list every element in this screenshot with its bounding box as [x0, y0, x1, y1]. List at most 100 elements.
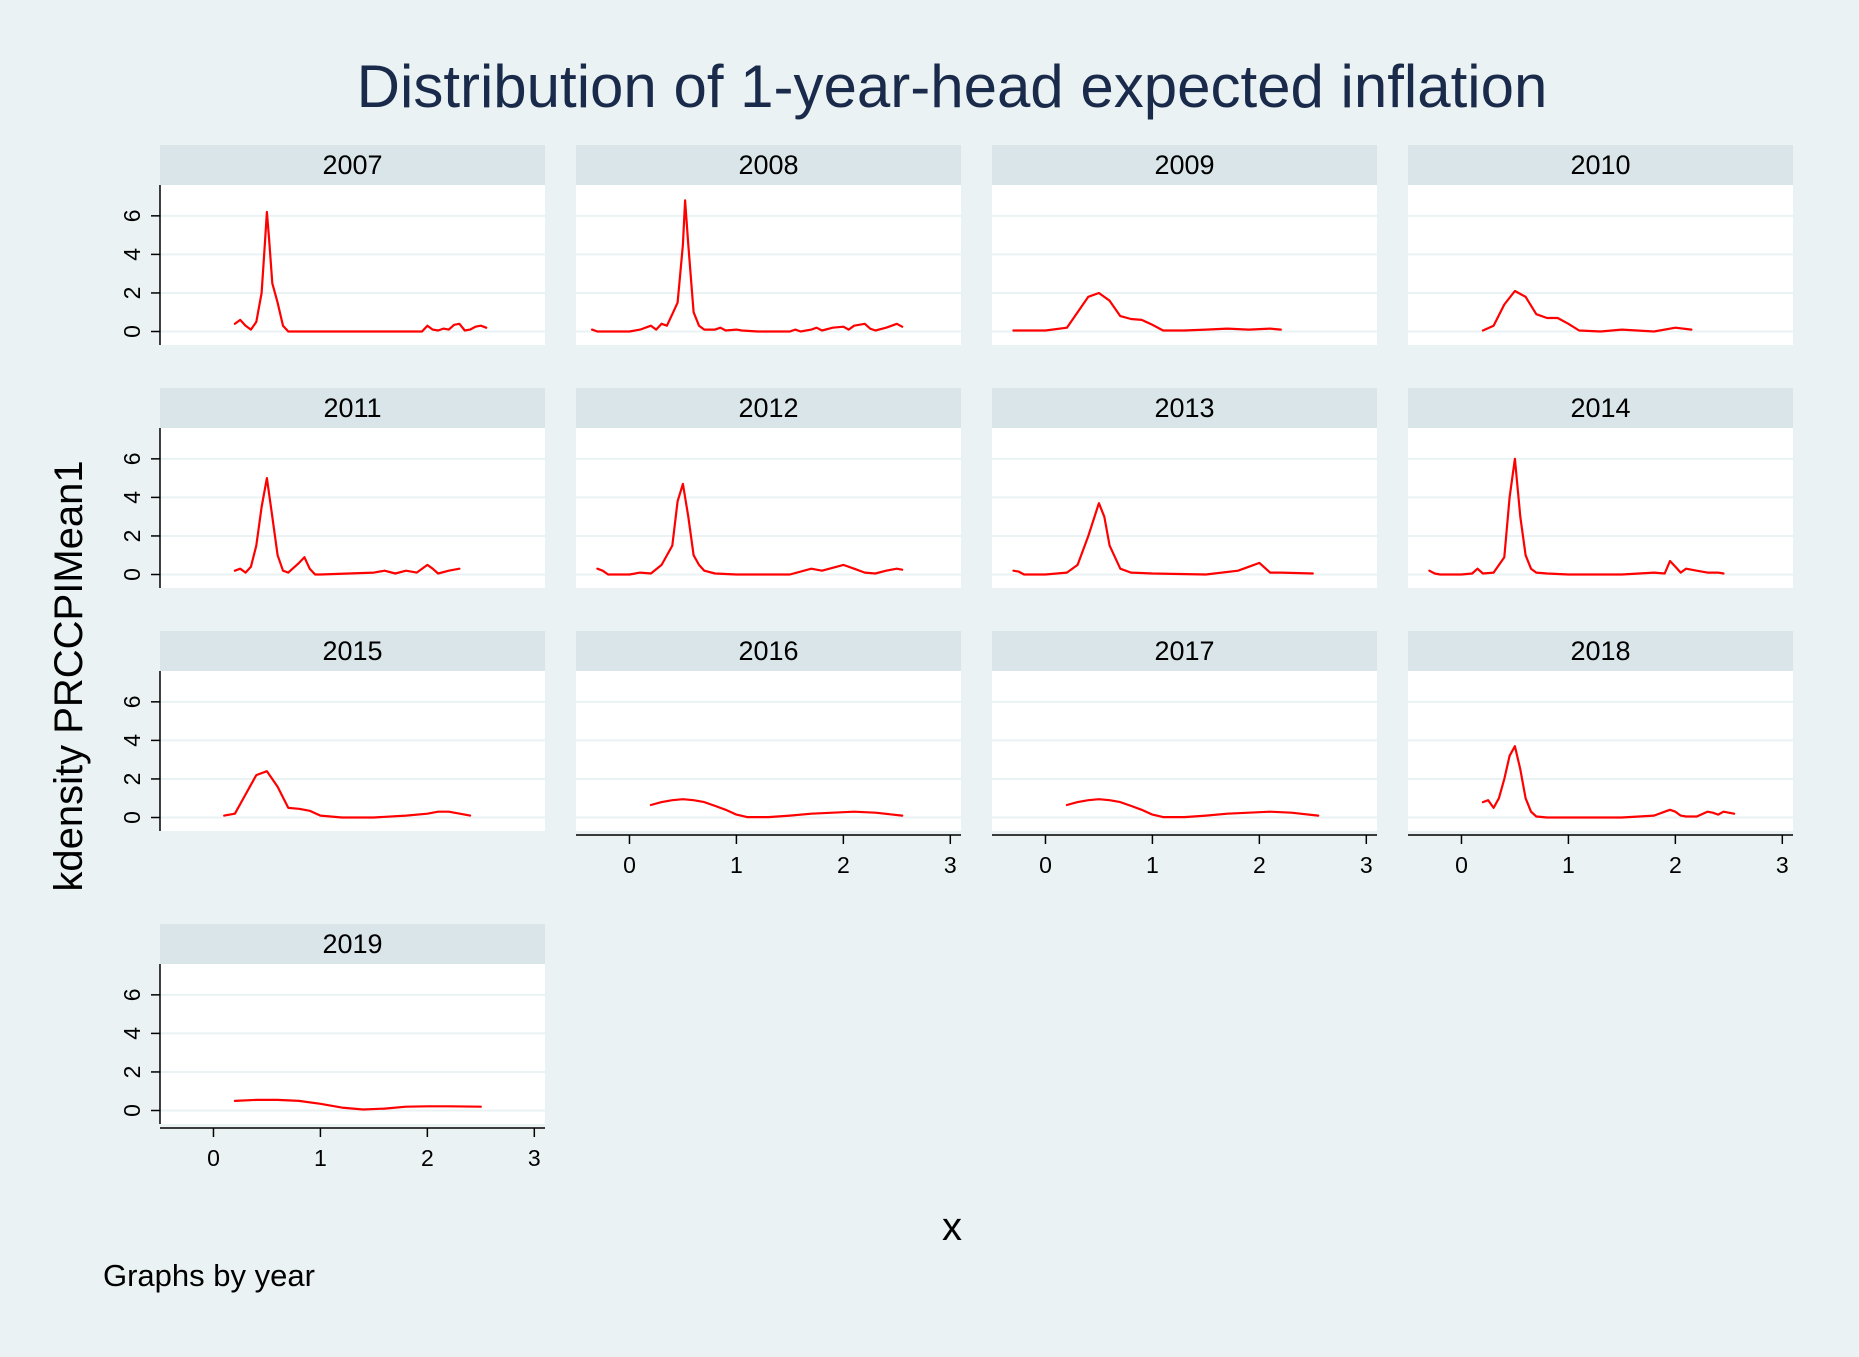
x-tick-label: 2 — [837, 852, 850, 878]
density-curve-2016 — [649, 798, 904, 819]
plot-region — [576, 428, 961, 588]
density-curve-2019 — [233, 1098, 482, 1111]
panel-strip-label: 2015 — [322, 636, 382, 666]
y-tick-label: 0 — [119, 325, 145, 338]
panel-strip-label: 2019 — [322, 929, 382, 959]
panel-strip — [576, 388, 961, 428]
panel-2018: 2018 0 1 2 3 — [1408, 631, 1793, 878]
plot-region — [992, 185, 1377, 345]
x-tick-label: 1 — [1562, 852, 1575, 878]
y-tick-label: 6 — [119, 209, 145, 222]
density-curve-2017 — [1065, 798, 1320, 819]
panel-strip-label: 2012 — [738, 393, 798, 423]
y-tick-label: 6 — [119, 988, 145, 1001]
panel-strip — [1408, 631, 1793, 671]
panel-strip-label: 2007 — [322, 150, 382, 180]
density-curve-2011 — [233, 477, 461, 576]
x-tick-label: 2 — [421, 1145, 434, 1171]
x-tick-label: 0 — [623, 852, 636, 878]
panel-strip — [160, 924, 545, 964]
plot-region — [1408, 428, 1793, 588]
x-tick-label: 3 — [1776, 852, 1789, 878]
plot-region — [160, 185, 545, 345]
plot-region — [576, 671, 961, 831]
x-tick-label: 0 — [1455, 852, 1468, 878]
density-curve-2007 — [233, 210, 488, 333]
x-tick-label: 0 — [207, 1145, 220, 1171]
x-axis-label: x — [942, 1205, 962, 1249]
panel-strip-label: 2018 — [1570, 636, 1630, 666]
y-tick-label: 2 — [119, 287, 145, 300]
y-tick-label: 6 — [119, 452, 145, 465]
y-tick-label: 0 — [119, 568, 145, 581]
y-tick-label: 0 — [119, 1104, 145, 1117]
panel-strip-label: 2011 — [323, 393, 381, 423]
plot-region — [576, 185, 961, 345]
panel-strip — [992, 388, 1377, 428]
plot-region — [1408, 185, 1793, 345]
y-tick-label: 4 — [119, 491, 145, 504]
panel-2016: 2016 0 1 2 3 — [576, 631, 961, 878]
y-tick-label: 0 — [119, 811, 145, 824]
panel-2011: 2011 0 2 4 6 — [119, 388, 545, 588]
panel-strip — [992, 145, 1377, 185]
y-tick-label: 4 — [119, 248, 145, 261]
panel-strip-label: 2010 — [1570, 150, 1630, 180]
x-tick-label: 1 — [314, 1145, 327, 1171]
density-curve-2009 — [1012, 291, 1282, 332]
panel-2012: 2012 — [576, 388, 961, 588]
panel-strip — [160, 631, 545, 671]
x-tick-label: 2 — [1253, 852, 1266, 878]
panel-strip — [1408, 388, 1793, 428]
panel-strip — [160, 388, 545, 428]
panel-2013: 2013 — [992, 388, 1377, 588]
x-tick-label: 3 — [528, 1145, 541, 1171]
panel-strip-label: 2013 — [1154, 393, 1214, 423]
density-curve-2010 — [1481, 289, 1693, 333]
panel-strip — [1408, 145, 1793, 185]
x-tick-label: 0 — [1039, 852, 1052, 878]
plot-region — [160, 964, 545, 1124]
x-tick-label: 1 — [1146, 852, 1159, 878]
x-tick-label: 2 — [1669, 852, 1682, 878]
x-tick-label: 3 — [944, 852, 957, 878]
panel-2009: 2009 — [992, 145, 1377, 345]
density-curve-2008 — [590, 199, 904, 333]
panel-strip — [576, 145, 961, 185]
density-curve-2018 — [1481, 745, 1736, 819]
plot-region — [1408, 671, 1793, 831]
density-curve-2015 — [223, 770, 472, 819]
y-tick-label: 2 — [119, 773, 145, 786]
density-curve-2013 — [1012, 502, 1314, 576]
plot-region — [160, 428, 545, 588]
density-curve-2014 — [1428, 457, 1725, 576]
density-curve-2012 — [596, 482, 904, 576]
chart-title: Distribution of 1-year-head expected inf… — [357, 53, 1548, 120]
y-axis-label: kdensity PRCCPIMean1 — [47, 460, 91, 891]
panel-strip — [992, 631, 1377, 671]
x-tick-label: 3 — [1360, 852, 1373, 878]
y-tick-label: 4 — [119, 734, 145, 747]
panel-2007: 2007 0 2 4 6 — [119, 145, 545, 345]
panel-strip-label: 2008 — [738, 150, 798, 180]
x-tick-label: 1 — [730, 852, 743, 878]
panel-strip-label: 2016 — [738, 636, 798, 666]
panel-strip-label: 2014 — [1570, 393, 1630, 423]
panel-2015: 2015 0 2 4 6 — [119, 631, 545, 831]
y-tick-label: 2 — [119, 530, 145, 543]
panel-2017: 2017 0 1 2 3 — [992, 631, 1377, 878]
plot-region — [992, 428, 1377, 588]
panel-2014: 2014 — [1408, 388, 1793, 588]
panel-2019: 2019 0 2 4 6 0 1 2 3 — [119, 924, 545, 1171]
y-tick-label: 4 — [119, 1027, 145, 1040]
panel-2010: 2010 — [1408, 145, 1793, 345]
panel-strip — [576, 631, 961, 671]
plot-region — [160, 671, 545, 831]
y-tick-label: 2 — [119, 1066, 145, 1079]
y-tick-label: 6 — [119, 695, 145, 708]
panel-strip-label: 2017 — [1154, 636, 1214, 666]
panel-2008: 2008 — [576, 145, 961, 345]
panel-strip — [160, 145, 545, 185]
